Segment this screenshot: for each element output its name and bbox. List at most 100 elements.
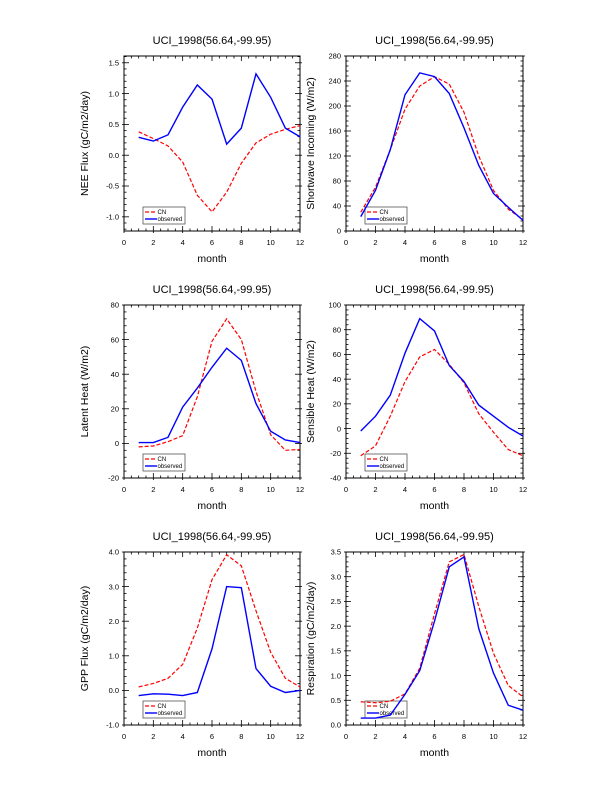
x-tick-label: 10 <box>489 238 497 247</box>
y-tick-label: -20 <box>108 474 119 483</box>
y-tick-label: 1.0 <box>109 89 119 98</box>
x-tick-label: 2 <box>151 732 155 741</box>
x-tick-label: 4 <box>181 485 185 494</box>
chart-panel-3: UCI_1998(56.64,-99.95)0 2 4 6 8 10 12-20020406… <box>79 284 304 512</box>
y-tick-label: 40 <box>333 202 341 211</box>
chart-panel-1: UCI_1998(56.64,-99.95) 0 2 4 6 8 10 12 -1.0 -0.5 0… <box>79 35 304 265</box>
y-tick-label: 0.5 <box>331 696 341 705</box>
x-tick-label: 6 <box>210 238 214 247</box>
y-tick-label: 0 <box>115 439 119 448</box>
y-tick-label: 120 <box>328 152 341 161</box>
chart-title: UCI_1998(56.64,-99.95) <box>375 35 494 47</box>
x-tick-label: 0 <box>122 238 126 247</box>
legend-label-observed: observed <box>158 464 183 470</box>
chart-title: UCI_1998(56.64,-99.95) <box>153 35 272 47</box>
x-tick-label: 4 <box>181 238 185 247</box>
x-tick-label: 2 <box>151 485 155 494</box>
x-tick-label: 6 <box>432 485 436 494</box>
x-tick-label: 8 <box>462 732 466 741</box>
chart-panel-2: UCI_1998(56.64,-99.95)0 2 4 6 8 10 12040801201… <box>305 35 527 265</box>
legend-label-cn: CN <box>158 457 167 463</box>
y-tick-label: 3.0 <box>331 572 341 581</box>
x-tick-label: 12 <box>519 485 527 494</box>
series-line-cn <box>360 348 524 457</box>
y-tick-label: 0.5 <box>109 120 119 129</box>
x-tick-label: 12 <box>296 732 304 741</box>
series-line-observed <box>138 347 301 444</box>
y-tick-label: 0.0 <box>331 721 341 730</box>
x-tick-label: 2 <box>151 238 155 247</box>
y-tick-label: 60 <box>333 350 341 359</box>
x-tick-label: 10 <box>489 732 497 741</box>
x-tick-label: 12 <box>519 238 527 247</box>
y-tick-label: 280 <box>328 52 341 61</box>
series-line-cn <box>138 553 301 688</box>
x-tick-label: 2 <box>373 732 377 741</box>
legend-box <box>364 453 408 472</box>
legend-label-cn: CN <box>158 704 167 710</box>
x-tick-label: 12 <box>519 732 527 741</box>
x-tick-label: 0 <box>344 238 348 247</box>
y-tick-label: 40 <box>111 370 119 379</box>
x-axis-label: month <box>197 747 226 759</box>
y-tick-label: 2.0 <box>109 617 119 626</box>
y-tick-label: 40 <box>333 375 341 384</box>
y-axis-label: Sensible Heat (W/m2) <box>305 340 317 443</box>
chart-panel-6: UCI_1998(56.64,-99.95) 0 2 4 6 8 10 12 0.0 0.5 1.0… <box>305 531 527 759</box>
y-tick-label: 200 <box>328 102 341 111</box>
y-tick-label: -1.0 <box>106 721 119 730</box>
chart-title: UCI_1998(56.64,-99.95) <box>375 284 494 296</box>
legend-box <box>142 700 186 719</box>
x-tick-label: 4 <box>403 485 407 494</box>
chart-title: UCI_1998(56.64,-99.95) <box>153 284 272 296</box>
x-tick-label: 8 <box>239 238 243 247</box>
y-axis-label: GPP Flux (gC/m2/day) <box>79 586 91 691</box>
x-tick-label: 4 <box>403 238 407 247</box>
x-tick-label: 2 <box>373 485 377 494</box>
y-tick-label: 0.0 <box>109 151 119 160</box>
y-tick-label: 0.0 <box>109 686 119 695</box>
legend-box <box>142 206 186 225</box>
y-tick-label: 240 <box>328 77 341 86</box>
x-tick-label: 0 <box>122 732 126 741</box>
legend-label-cn: CN <box>380 210 389 216</box>
y-tick-label: 160 <box>328 127 341 136</box>
chart-panel-5: UCI_1998(56.64,-99.95) 0 2 4 6 8 10 12 -1.0 0.0 1.… <box>79 531 304 759</box>
legend-label-observed: observed <box>380 217 405 223</box>
series-line-cn <box>360 553 524 704</box>
y-tick-label: 60 <box>111 335 119 344</box>
y-axis-label: Latent Heat (W/m2) <box>79 346 91 438</box>
x-axis-label: month <box>420 500 449 512</box>
chart-title: UCI_1998(56.64,-99.95) <box>153 531 272 543</box>
x-tick-label: 10 <box>489 485 497 494</box>
series-line-observed <box>360 72 524 221</box>
x-tick-label: 6 <box>432 732 436 741</box>
x-axis-label: month <box>420 747 449 759</box>
x-tick-label: 4 <box>181 732 185 741</box>
y-tick-label: 0 <box>337 424 341 433</box>
y-tick-label: 0 <box>337 227 341 236</box>
y-tick-label: 80 <box>333 325 341 334</box>
x-tick-label: 6 <box>210 485 214 494</box>
plot-frame <box>123 55 301 232</box>
x-tick-label: 6 <box>210 732 214 741</box>
legend-label-observed: observed <box>380 464 405 470</box>
x-tick-label: 0 <box>344 732 348 741</box>
y-tick-label: 1.0 <box>331 671 341 680</box>
y-tick-label: -1.0 <box>106 213 119 222</box>
x-tick-label: 10 <box>266 238 274 247</box>
series-line-observed <box>360 317 524 437</box>
x-tick-label: 8 <box>462 238 466 247</box>
y-tick-label: -0.5 <box>106 182 119 191</box>
y-tick-label: -40 <box>330 474 341 483</box>
x-tick-label: 0 <box>122 485 126 494</box>
x-tick-label: 8 <box>239 485 243 494</box>
y-tick-label: -20 <box>330 449 341 458</box>
y-tick-label: 2.5 <box>331 597 341 606</box>
y-axis-label: NEE Flux (gC/m2/day) <box>79 91 91 196</box>
